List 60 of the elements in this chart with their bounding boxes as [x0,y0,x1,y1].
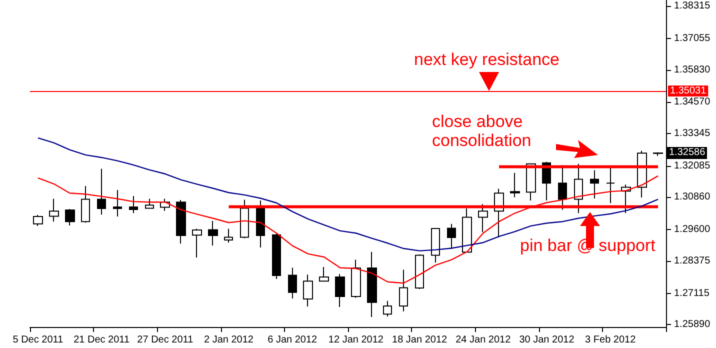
y-tick-label: 1.25890 [674,319,711,330]
y-tick-label: 1.28375 [674,255,711,266]
candlestick [462,208,472,253]
candlestick [399,269,408,312]
candlestick [574,163,583,214]
candlestick [192,228,202,258]
candlestick [288,267,297,300]
y-tick-label: 1.37055 [674,32,711,44]
candlestick [176,200,186,244]
candlestick [447,223,456,250]
x-tick-label: 6 Jan 2012 [268,334,318,346]
annotation: next key resistance [414,50,561,69]
candlestick [272,233,281,280]
candlestick [256,200,265,248]
y-tick-label: 1.34570 [674,96,711,108]
x-tick-label: 3 Feb 2012 [585,334,636,346]
x-tick-label: 21 Dec 2011 [74,334,130,346]
y-tick-label: 1.38315 [674,0,711,12]
candlestick [65,208,75,226]
x-tick-label: 18 Jan 2012 [392,334,448,346]
y-tick-label: 1.33345 [674,128,711,139]
x-tick-label: 30 Jan 2012 [519,334,575,346]
candlestick [97,168,106,216]
line-series [37,175,659,284]
y-tick-label: 1.32085 [674,160,711,172]
candlestick [224,228,233,244]
candlestick [383,300,392,317]
candlestick [431,228,440,264]
candlestick [606,166,615,204]
candlestick [367,251,377,318]
candlestick [510,172,520,198]
candlestick [81,185,90,224]
x-tick-label: 24 Jan 2012 [456,334,512,346]
y-tick-label: 1.30860 [674,192,711,203]
candlestick [208,220,218,246]
text: 1.32586 [667,146,708,159]
x-tick-label: 5 Dec 2011 [12,334,64,346]
ref-line-label: 1.35031 [670,86,707,97]
annotation: close above consolidation [432,112,532,150]
x-tick-label: 2 Jan 2012 [204,334,254,346]
candlestick [478,204,488,233]
candlestick [335,274,345,308]
y-tick-label: 1.29600 [674,224,711,236]
y-tick-label: 1.35830 [674,64,711,76]
candlestick [653,152,663,156]
candlestick [240,199,249,239]
candlestick [33,214,43,226]
x-tick-label: 12 Jan 2012 [328,334,384,346]
candlestick [415,254,424,290]
candlestick [351,259,361,298]
candlestick [129,195,138,214]
candlestick [526,163,536,202]
candlestick [303,274,313,307]
x-tick-label: 27 Dec 2011 [137,334,194,346]
candlestick [590,170,599,200]
candlestick [49,198,59,222]
candlestick [113,190,122,217]
candlestick [145,198,154,209]
candlestick [319,266,329,282]
y-tick-label: 1.27115 [674,288,710,299]
